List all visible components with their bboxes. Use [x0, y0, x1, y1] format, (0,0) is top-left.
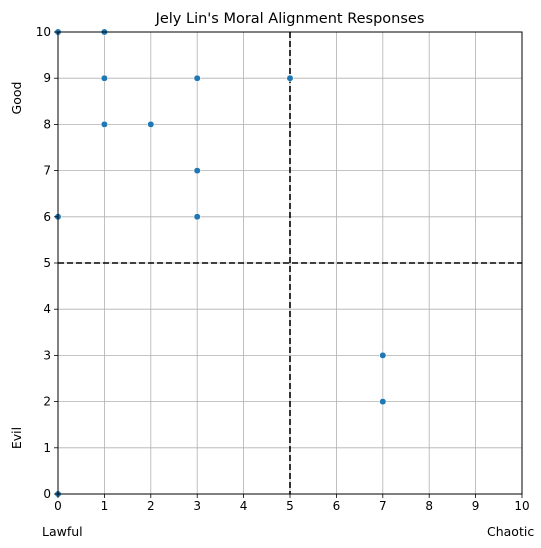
x-tick-label: 1 [101, 499, 109, 513]
y-tick-label: 10 [36, 25, 51, 39]
y-label-good: Good [9, 82, 24, 115]
data-point [379, 398, 387, 406]
y-tick-label: 1 [43, 441, 51, 455]
x-tick-label: 2 [147, 499, 155, 513]
data-point [193, 213, 201, 221]
y-tick-label: 8 [43, 117, 51, 131]
reference-lines [58, 32, 522, 494]
x-tick-label: 4 [240, 499, 248, 513]
data-point [147, 120, 155, 128]
x-tick-label: 10 [514, 499, 529, 513]
x-ticks: 0 1 2 3 4 5 6 7 8 9 10 [54, 494, 530, 513]
data-point [193, 167, 201, 175]
y-label-evil: Evil [9, 427, 24, 449]
y-tick-label: 2 [43, 395, 51, 409]
x-tick-label: 9 [472, 499, 480, 513]
y-ticks: 0 1 2 3 4 5 6 7 8 9 10 [36, 25, 58, 501]
y-tick-label: 0 [43, 487, 51, 501]
data-point [286, 74, 294, 82]
y-tick-label: 3 [43, 348, 51, 362]
data-point [193, 74, 201, 82]
y-tick-label: 5 [43, 256, 51, 270]
data-point [379, 351, 387, 360]
y-tick-label: 6 [43, 210, 51, 224]
x-tick-label: 6 [333, 499, 341, 513]
y-tick-label: 4 [43, 302, 51, 316]
data-point [100, 120, 108, 128]
x-tick-label: 5 [286, 499, 294, 513]
x-label-chaotic: Chaotic [487, 524, 534, 539]
x-tick-label: 3 [193, 499, 201, 513]
chart-title: Jely Lin's Moral Alignment Responses [155, 11, 425, 27]
y-tick-label: 7 [43, 164, 51, 178]
x-tick-label: 8 [425, 499, 433, 513]
x-label-lawful: Lawful [42, 524, 83, 539]
data-point [100, 74, 108, 82]
x-tick-label: 7 [379, 499, 387, 513]
y-tick-label: 9 [43, 71, 51, 85]
x-tick-label: 0 [54, 499, 62, 513]
